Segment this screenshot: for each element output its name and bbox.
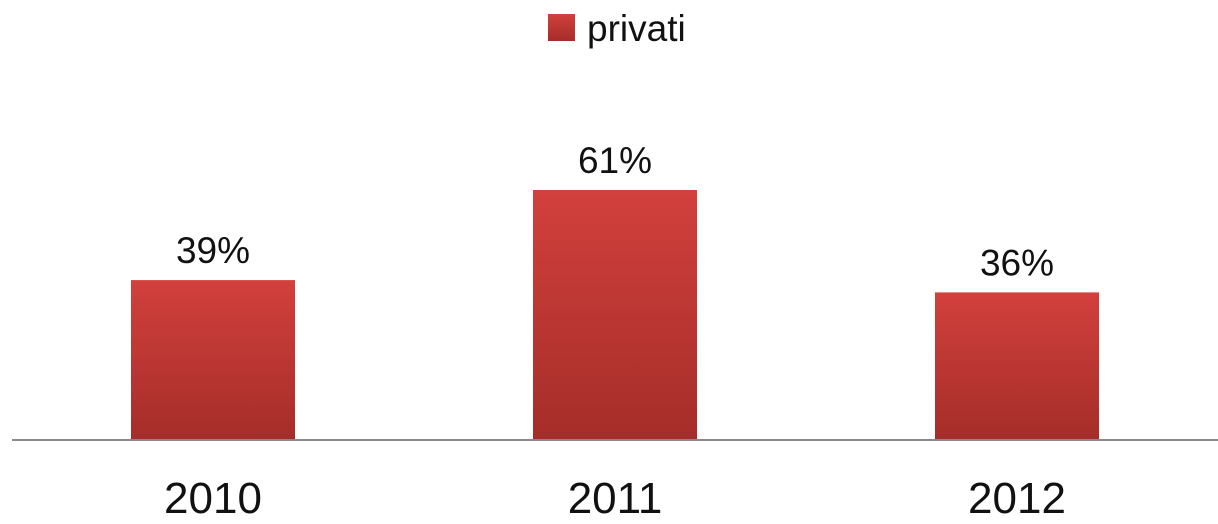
bar-2012 xyxy=(935,292,1099,440)
bar-2011 xyxy=(533,190,697,440)
value-labels: 39% 61% 36% xyxy=(176,140,1054,283)
bars xyxy=(131,190,1099,440)
x-tick-label-2012: 2012 xyxy=(968,474,1066,523)
legend-swatch-privati xyxy=(548,14,575,41)
x-tick-label-2011: 2011 xyxy=(568,474,663,523)
legend: privati xyxy=(548,8,686,49)
legend-label-privati: privati xyxy=(587,8,686,49)
value-label-2012: 36% xyxy=(980,242,1054,283)
x-tick-label-2010: 2010 xyxy=(164,474,262,523)
bar-2010 xyxy=(131,280,295,440)
value-label-2010: 39% xyxy=(176,230,250,271)
value-label-2011: 61% xyxy=(578,140,652,181)
x-tick-labels: 2010 2011 2012 xyxy=(164,474,1066,523)
